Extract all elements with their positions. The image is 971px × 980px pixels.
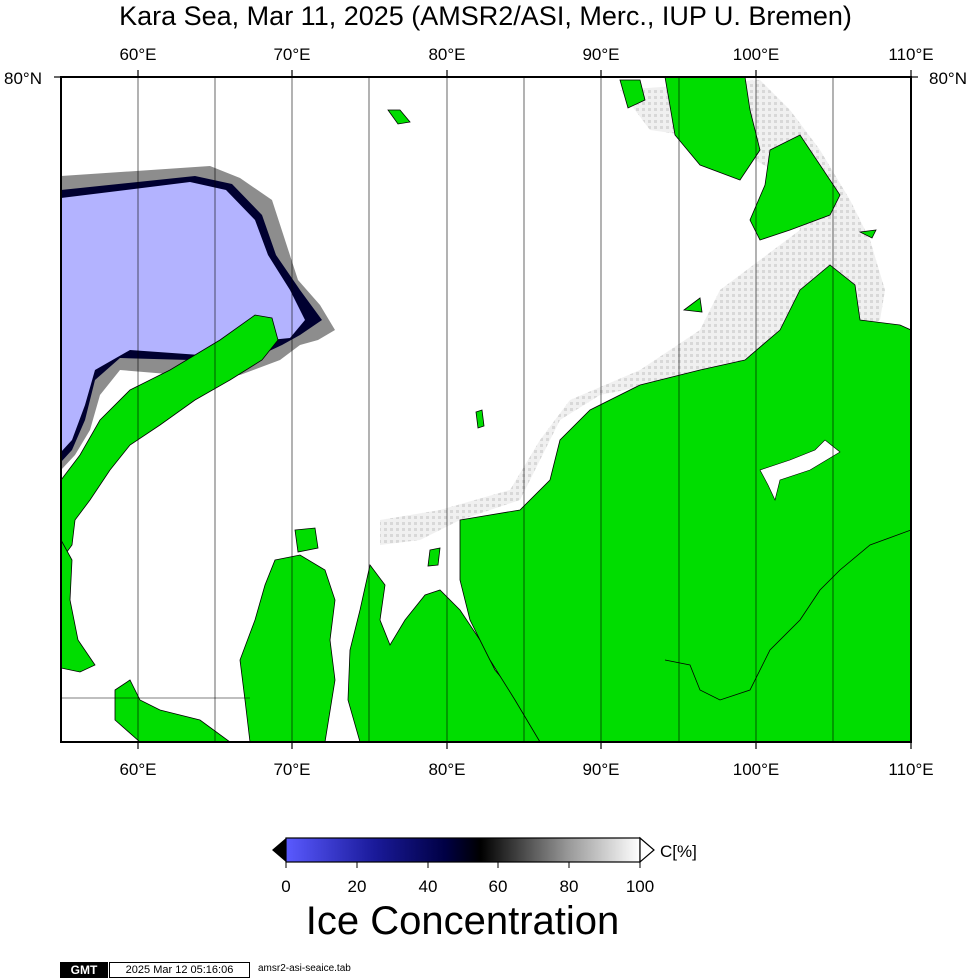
- colorbar-tick-label: 100: [626, 877, 654, 896]
- lon-label-bottom: 80°E: [428, 760, 465, 779]
- gmt-logo: GMT: [60, 962, 108, 978]
- lon-label-bottom: 60°E: [119, 760, 156, 779]
- lon-label-top: 60°E: [119, 45, 156, 64]
- low-concentration-ice: [61, 182, 305, 452]
- colorbar-low-arrow: [272, 838, 286, 862]
- yamal-peninsula-land: [239, 554, 336, 742]
- lat-label-right: 80°N: [929, 69, 967, 88]
- colorbar-high-arrow: [639, 836, 655, 864]
- arctic-island: [682, 297, 703, 313]
- lon-label-top: 90°E: [582, 45, 619, 64]
- colorbar-tick-label: 20: [348, 877, 367, 896]
- arctic-island: [294, 527, 319, 553]
- colorbar: 0 20 40 60 80 100 C[%]: [272, 836, 697, 896]
- severnaya-zemlya-island: [749, 134, 841, 241]
- map-title: Kara Sea, Mar 11, 2025 (AMSR2/ASI, Merc.…: [119, 1, 852, 31]
- inland-lake: [759, 439, 841, 501]
- lon-label-bottom: 110°E: [888, 760, 933, 779]
- arctic-island: [387, 109, 411, 125]
- arctic-island: [427, 547, 441, 567]
- colorbar-tick-label: 0: [281, 877, 290, 896]
- novaya-zemlya-land: [61, 314, 279, 561]
- novaya-zemlya-south-land: [61, 539, 96, 673]
- colorbar-tick-label: 40: [419, 877, 438, 896]
- lon-label-bottom: 90°E: [582, 760, 619, 779]
- arctic-island: [475, 409, 485, 429]
- arctic-island: [858, 229, 877, 239]
- colorbar-title: Ice Concentration: [305, 899, 620, 943]
- lon-label-top: 70°E: [273, 45, 310, 64]
- tick-marks: [54, 70, 918, 749]
- lat-label-left: 80°N: [4, 69, 42, 88]
- taymyr-mainland-land: [459, 264, 911, 742]
- colorbar-gradient: [285, 837, 641, 863]
- lon-label-bottom: 100°E: [733, 760, 780, 779]
- mainland-southwest-land: [114, 679, 231, 742]
- lon-label-bottom: 70°E: [273, 760, 310, 779]
- lon-label-top: 110°E: [888, 45, 933, 64]
- river-line: [664, 529, 911, 701]
- colorbar-unit: C[%]: [660, 842, 697, 861]
- lon-label-top: 100°E: [733, 45, 780, 64]
- arctic-island: [619, 79, 646, 109]
- map-plot-area: [61, 77, 911, 742]
- source-filename: amsr2-asi-seaice.tab: [258, 963, 351, 974]
- map-frame: [60, 76, 912, 743]
- lon-label-top: 80°E: [428, 45, 465, 64]
- graticule: [61, 77, 834, 742]
- coastal-ice-gray: [380, 80, 885, 545]
- colorbar-tick-label: 60: [489, 877, 508, 896]
- timestamp: 2025 Mar 12 05:16:06: [109, 962, 250, 978]
- colorbar-tick-label: 80: [560, 877, 579, 896]
